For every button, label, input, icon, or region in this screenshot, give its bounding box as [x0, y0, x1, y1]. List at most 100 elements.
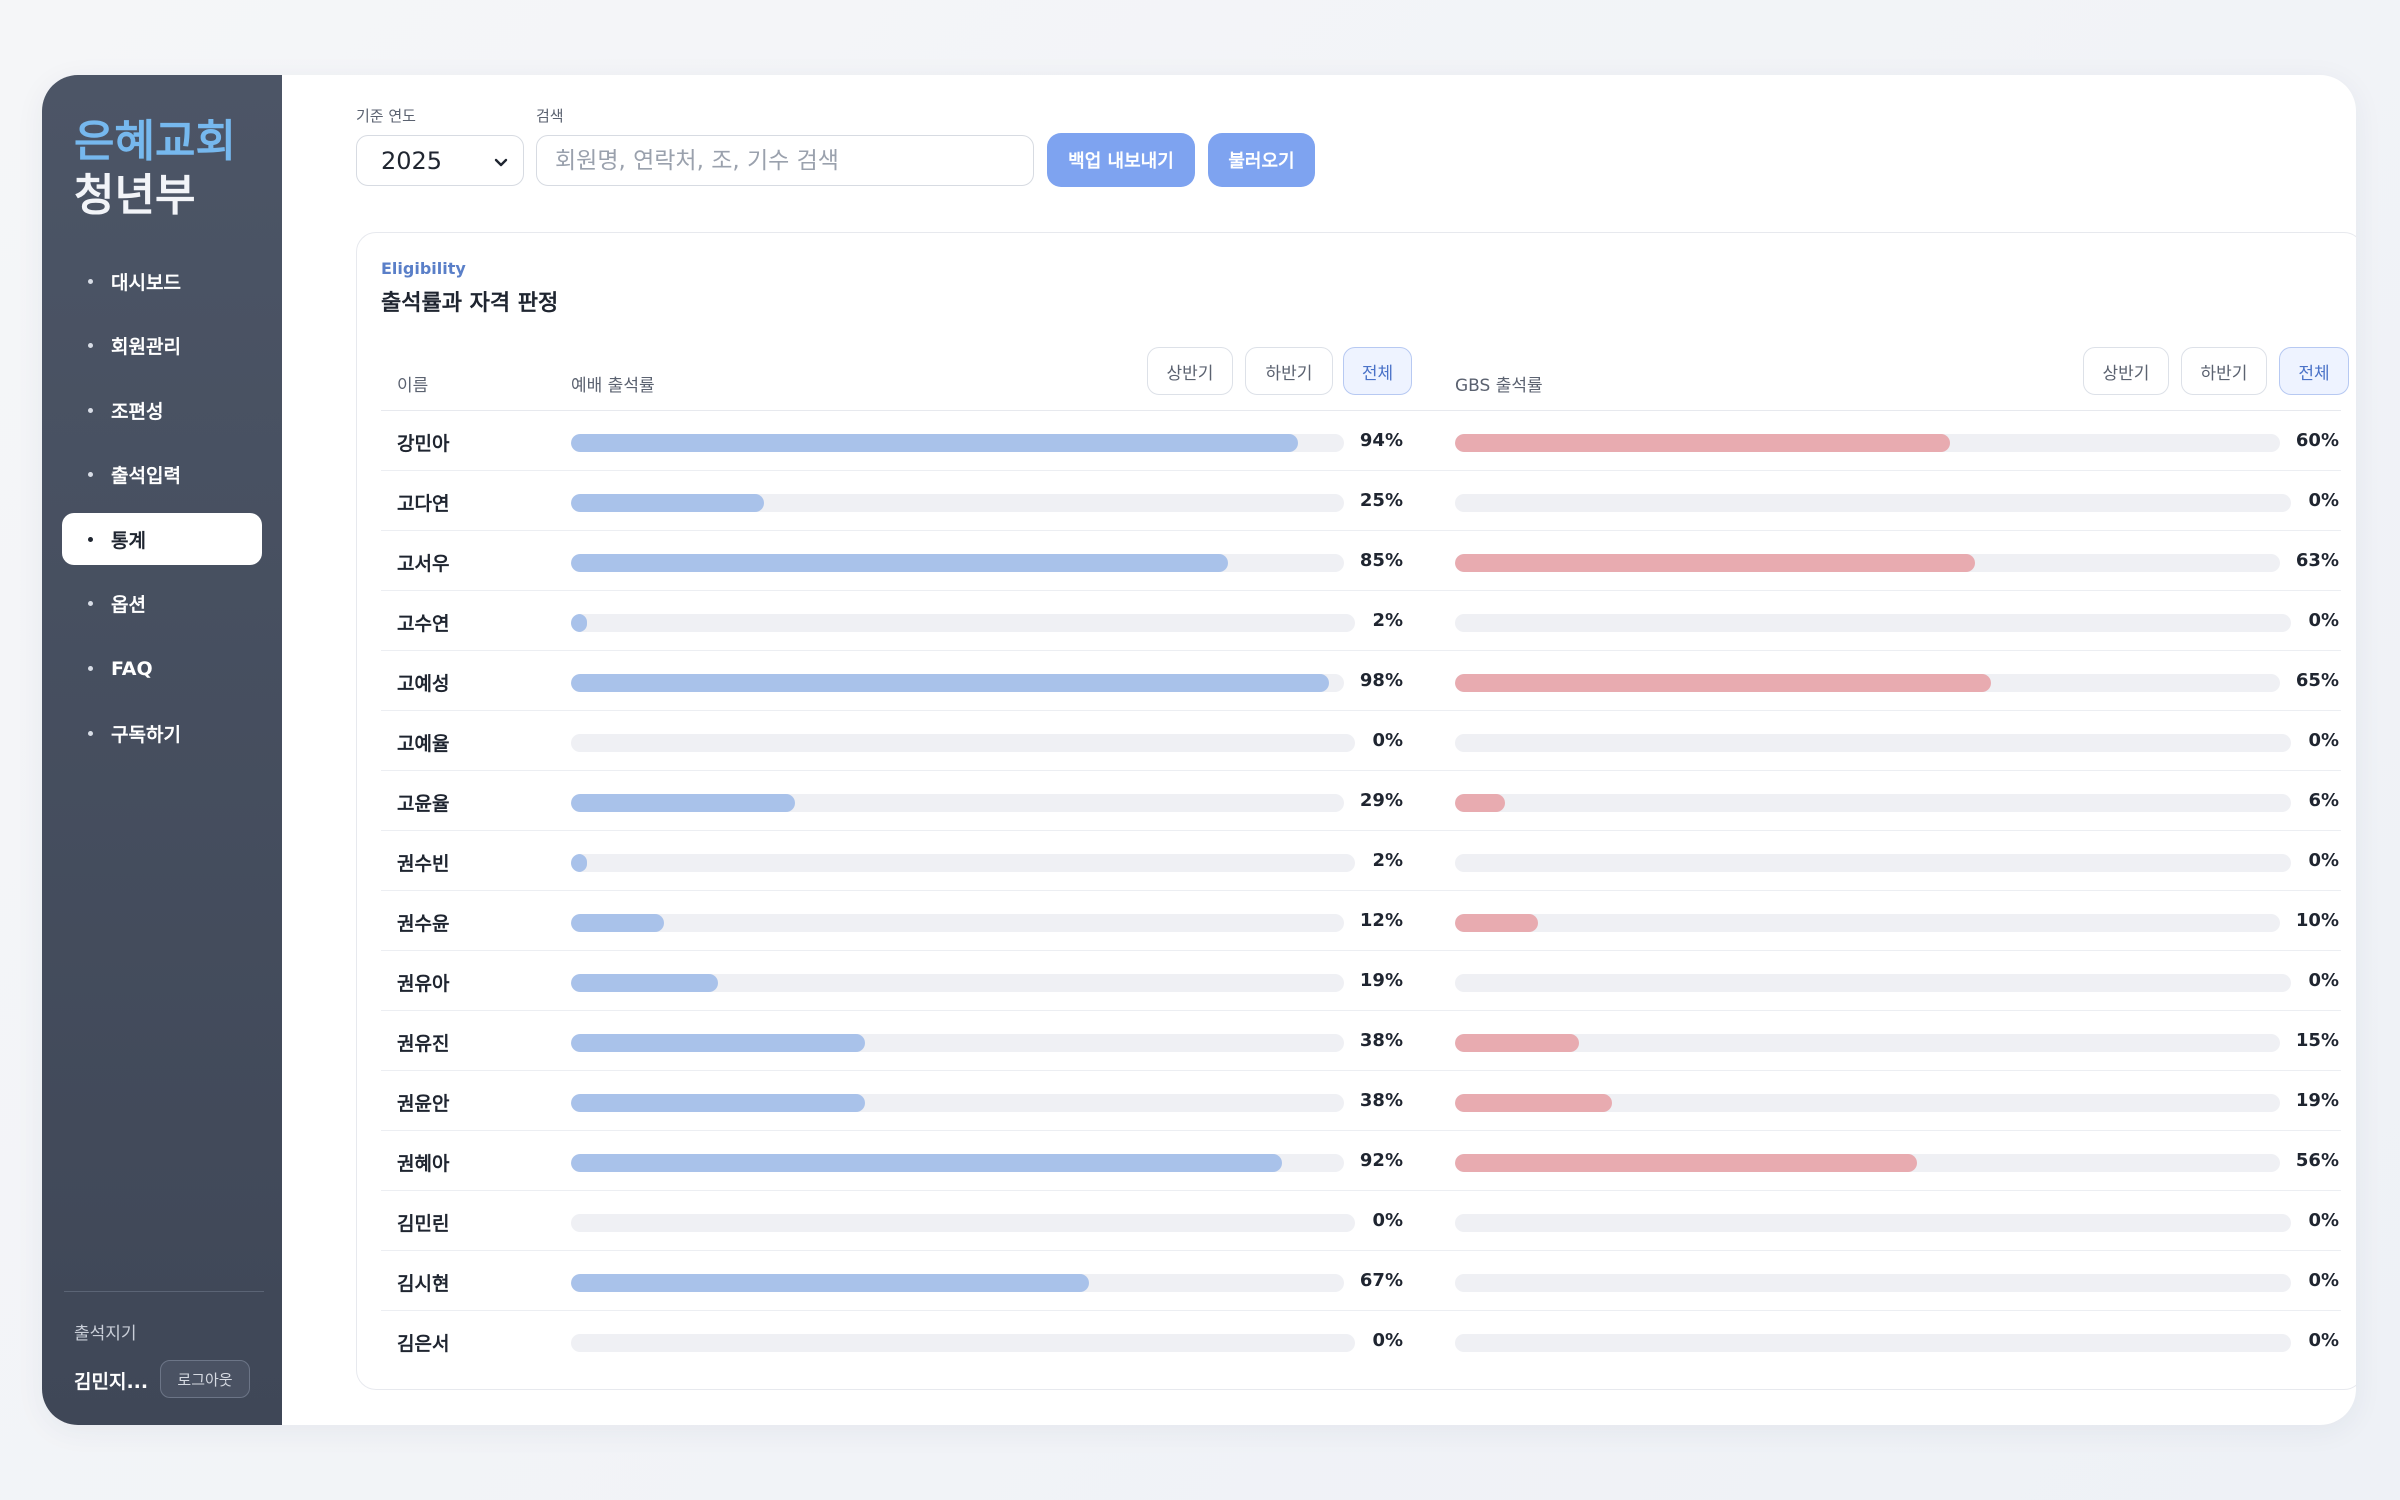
gbs-rate-bar	[1455, 434, 2280, 452]
table-row[interactable]: 권유아 19% 0%	[381, 951, 2341, 1011]
worship-period-first-half[interactable]: 상반기	[1147, 347, 1233, 395]
sidebar-item-5[interactable]: 옵션	[62, 578, 262, 630]
bullet-icon	[88, 730, 93, 736]
gbs-rate-bar	[1455, 734, 2291, 752]
gbs-rate-bar-fill	[1455, 1094, 1612, 1112]
table-row[interactable]: 강민아 94% 60%	[381, 411, 2341, 471]
gbs-rate-bar	[1455, 974, 2291, 992]
bullet-icon	[88, 601, 93, 607]
column-header-name: 이름	[397, 376, 429, 396]
bullet-icon	[88, 278, 93, 284]
gbs-rate-bar	[1455, 494, 2291, 512]
table-row[interactable]: 고예성 98% 65%	[381, 651, 2341, 711]
worship-rate-bar-fill	[571, 914, 664, 932]
worship-rate-bar	[571, 914, 1344, 932]
worship-rate-value: 67%	[1359, 1270, 1403, 1291]
table-row[interactable]: 권수윤 12% 10%	[381, 891, 2341, 951]
worship-rate-bar-fill	[571, 494, 765, 512]
worship-rate-bar	[571, 974, 1344, 992]
gbs-rate-bar-fill	[1455, 554, 1975, 572]
worship-period-all[interactable]: 전체	[1343, 347, 1412, 395]
sidebar-item-3[interactable]: 출석입력	[62, 449, 262, 501]
year-label: 기준 연도	[356, 107, 416, 125]
gbs-rate-value: 0%	[2308, 1270, 2339, 1291]
export-backup-button[interactable]: 백업 내보내기	[1047, 133, 1195, 187]
table-row[interactable]: 김은서 0% 0%	[381, 1311, 2341, 1371]
logout-button[interactable]: 로그아웃	[160, 1360, 250, 1398]
table-row[interactable]: 고예율 0% 0%	[381, 711, 2341, 771]
worship-rate-value: 12%	[1359, 910, 1403, 931]
table-row[interactable]: 김시현 67% 0%	[381, 1251, 2341, 1311]
worship-rate-bar-fill	[571, 554, 1229, 572]
gbs-rate-value: 56%	[2295, 1150, 2339, 1171]
gbs-period-all[interactable]: 전체	[2279, 347, 2349, 395]
sidebar-item-0[interactable]: 대시보드	[62, 255, 262, 307]
gbs-rate-bar-fill	[1455, 674, 1992, 692]
gbs-rate-value: 0%	[2308, 1330, 2339, 1351]
sidebar-footer-label: 출석지기	[74, 1324, 137, 1344]
member-name: 권유아	[397, 973, 450, 995]
worship-rate-bar-fill	[571, 1154, 1283, 1172]
bullet-icon	[88, 472, 93, 478]
table-row[interactable]: 고다연 25% 0%	[381, 471, 2341, 531]
table-row[interactable]: 고수연 2% 0%	[381, 591, 2341, 651]
gbs-rate-bar	[1455, 674, 2280, 692]
gbs-rate-bar	[1455, 1094, 2280, 1112]
gbs-rate-value: 0%	[2308, 610, 2339, 631]
bullet-icon	[88, 666, 93, 672]
brand-logo[interactable]: 은혜교회 청년부	[74, 115, 236, 223]
worship-rate-bar-fill	[571, 974, 718, 992]
brand-line2: 청년부	[74, 170, 196, 221]
worship-rate-bar-fill	[571, 1094, 865, 1112]
sidebar-item-1[interactable]: 회원관리	[62, 320, 262, 372]
worship-rate-bar	[571, 434, 1344, 452]
table-body: 강민아 94% 60% 고다연 25% 0% 고서우 85% 63% 고수연 2% 0% 고예성 98% 6…	[381, 411, 2341, 1371]
table-row[interactable]: 김민린 0% 0%	[381, 1191, 2341, 1251]
sidebar-item-label: 회원관리	[111, 336, 181, 359]
main-content: 기준 연도 2025 검색 백업 내보내기 불러오기 Eligibility 출…	[282, 75, 2356, 1425]
table-row[interactable]: 고서우 85% 63%	[381, 531, 2341, 591]
search-input[interactable]	[536, 135, 1034, 186]
gbs-rate-bar	[1455, 1034, 2280, 1052]
gbs-rate-value: 63%	[2295, 550, 2339, 571]
user-name: 김민지...	[74, 1371, 149, 1393]
member-name: 권수빈	[397, 853, 450, 875]
table-row[interactable]: 권수빈 2% 0%	[381, 831, 2341, 891]
sidebar-item-7[interactable]: 구독하기	[62, 707, 262, 759]
gbs-period-second-half[interactable]: 하반기	[2181, 347, 2267, 395]
gbs-rate-bar	[1455, 614, 2291, 632]
worship-period-second-half[interactable]: 하반기	[1245, 347, 1333, 395]
gbs-rate-bar	[1455, 1334, 2291, 1352]
worship-rate-bar	[571, 1274, 1344, 1292]
sidebar-item-label: 출석입력	[111, 465, 181, 488]
gbs-rate-bar	[1455, 1154, 2280, 1172]
worship-rate-bar	[571, 494, 1344, 512]
worship-rate-bar	[571, 1034, 1344, 1052]
sidebar-item-6[interactable]: FAQ	[62, 643, 262, 695]
sidebar-item-4[interactable]: 통계	[62, 513, 262, 566]
table-row[interactable]: 권유진 38% 15%	[381, 1011, 2341, 1071]
import-button[interactable]: 불러오기	[1208, 133, 1315, 187]
table-row[interactable]: 고윤율 29% 6%	[381, 771, 2341, 831]
worship-rate-bar	[571, 1154, 1344, 1172]
worship-rate-bar	[571, 614, 1355, 632]
worship-rate-bar-fill	[571, 794, 796, 812]
gbs-period-first-half[interactable]: 상반기	[2083, 347, 2169, 395]
worship-rate-value: 2%	[1372, 850, 1403, 871]
worship-rate-bar	[571, 854, 1355, 872]
table-row[interactable]: 권혜아 92% 56%	[381, 1131, 2341, 1191]
chevron-down-icon	[493, 151, 509, 179]
year-select[interactable]: 2025	[356, 135, 524, 186]
bullet-icon	[88, 343, 93, 349]
year-value: 2025	[381, 146, 443, 175]
table-row[interactable]: 권윤안 38% 19%	[381, 1071, 2341, 1131]
member-name: 고다연	[397, 493, 450, 515]
gbs-rate-value: 65%	[2295, 670, 2339, 691]
member-name: 권윤안	[397, 1093, 450, 1115]
column-header-worship: 예배 출석률	[571, 376, 655, 396]
worship-rate-bar	[571, 734, 1355, 752]
sidebar-item-2[interactable]: 조편성	[62, 384, 262, 436]
gbs-rate-bar	[1455, 1274, 2291, 1292]
